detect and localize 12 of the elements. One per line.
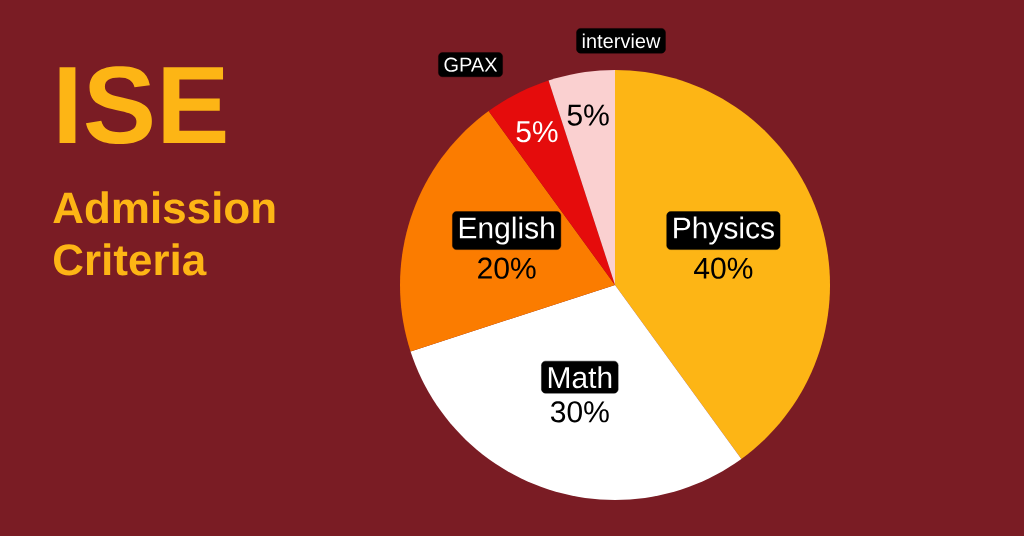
slice-label: Physics xyxy=(674,216,774,245)
data-label: 30% xyxy=(550,401,609,423)
data-label: 20% xyxy=(478,257,536,279)
slice-label: interview xyxy=(582,33,661,49)
slice-label: GPAX xyxy=(444,57,498,72)
data-label: 5% xyxy=(567,104,609,126)
slice-label: Math xyxy=(548,366,612,389)
data-label: 5% xyxy=(516,121,558,143)
slice-label: English xyxy=(459,216,554,245)
chart-title: ISE xyxy=(59,66,226,145)
text: Admission Criteria xyxy=(53,191,275,276)
data-label: 40% xyxy=(694,257,753,279)
